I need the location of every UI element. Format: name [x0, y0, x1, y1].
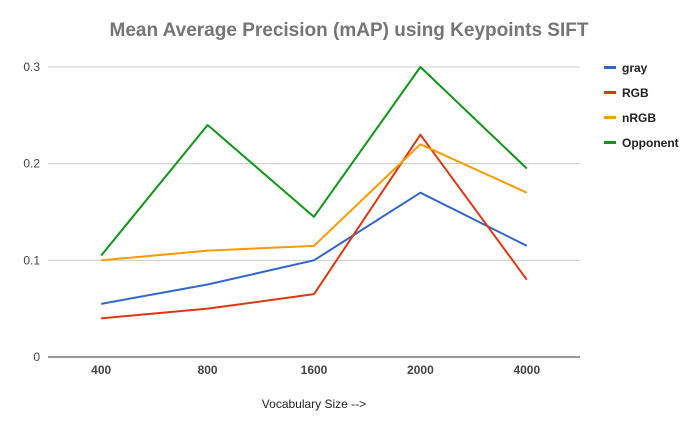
legend-label-nrgb: nRGB	[622, 111, 656, 125]
legend-swatch-rgb	[604, 91, 616, 94]
y-tick-label: 0	[33, 350, 40, 364]
axes: 0 0.1 0.2 0.3 400 800 1600 2000 4000	[23, 60, 580, 377]
series-line-nrgb	[101, 143, 528, 262]
series-line-rgb	[101, 133, 528, 320]
legend: gray RGB nRGB Opponent	[604, 61, 679, 150]
chart-title: Mean Average Precision (mAP) using Keypo…	[109, 20, 589, 41]
legend-swatch-gray	[604, 66, 616, 69]
x-tick-label: 4000	[513, 363, 540, 377]
y-tick-label: 0.2	[23, 157, 40, 171]
legend-label-opponent: Opponent	[622, 136, 679, 150]
legend-label-rgb: RGB	[622, 86, 649, 100]
gridlines	[48, 66, 580, 261]
x-axis-title: Vocabulary Size -->	[262, 397, 366, 411]
series-lines	[100, 66, 528, 320]
legend-label-gray: gray	[622, 61, 648, 75]
series-line-gray	[101, 191, 528, 305]
x-tick-label: 800	[198, 363, 218, 377]
x-tick-label: 2000	[407, 363, 434, 377]
y-tick-label: 0.1	[23, 253, 40, 267]
series-line-opponent	[100, 66, 528, 257]
x-tick-label: 1600	[301, 363, 328, 377]
x-tick-label: 400	[91, 363, 111, 377]
y-tick-label: 0.3	[23, 60, 40, 74]
legend-swatch-opponent	[604, 141, 616, 144]
legend-swatch-nrgb	[604, 116, 616, 119]
